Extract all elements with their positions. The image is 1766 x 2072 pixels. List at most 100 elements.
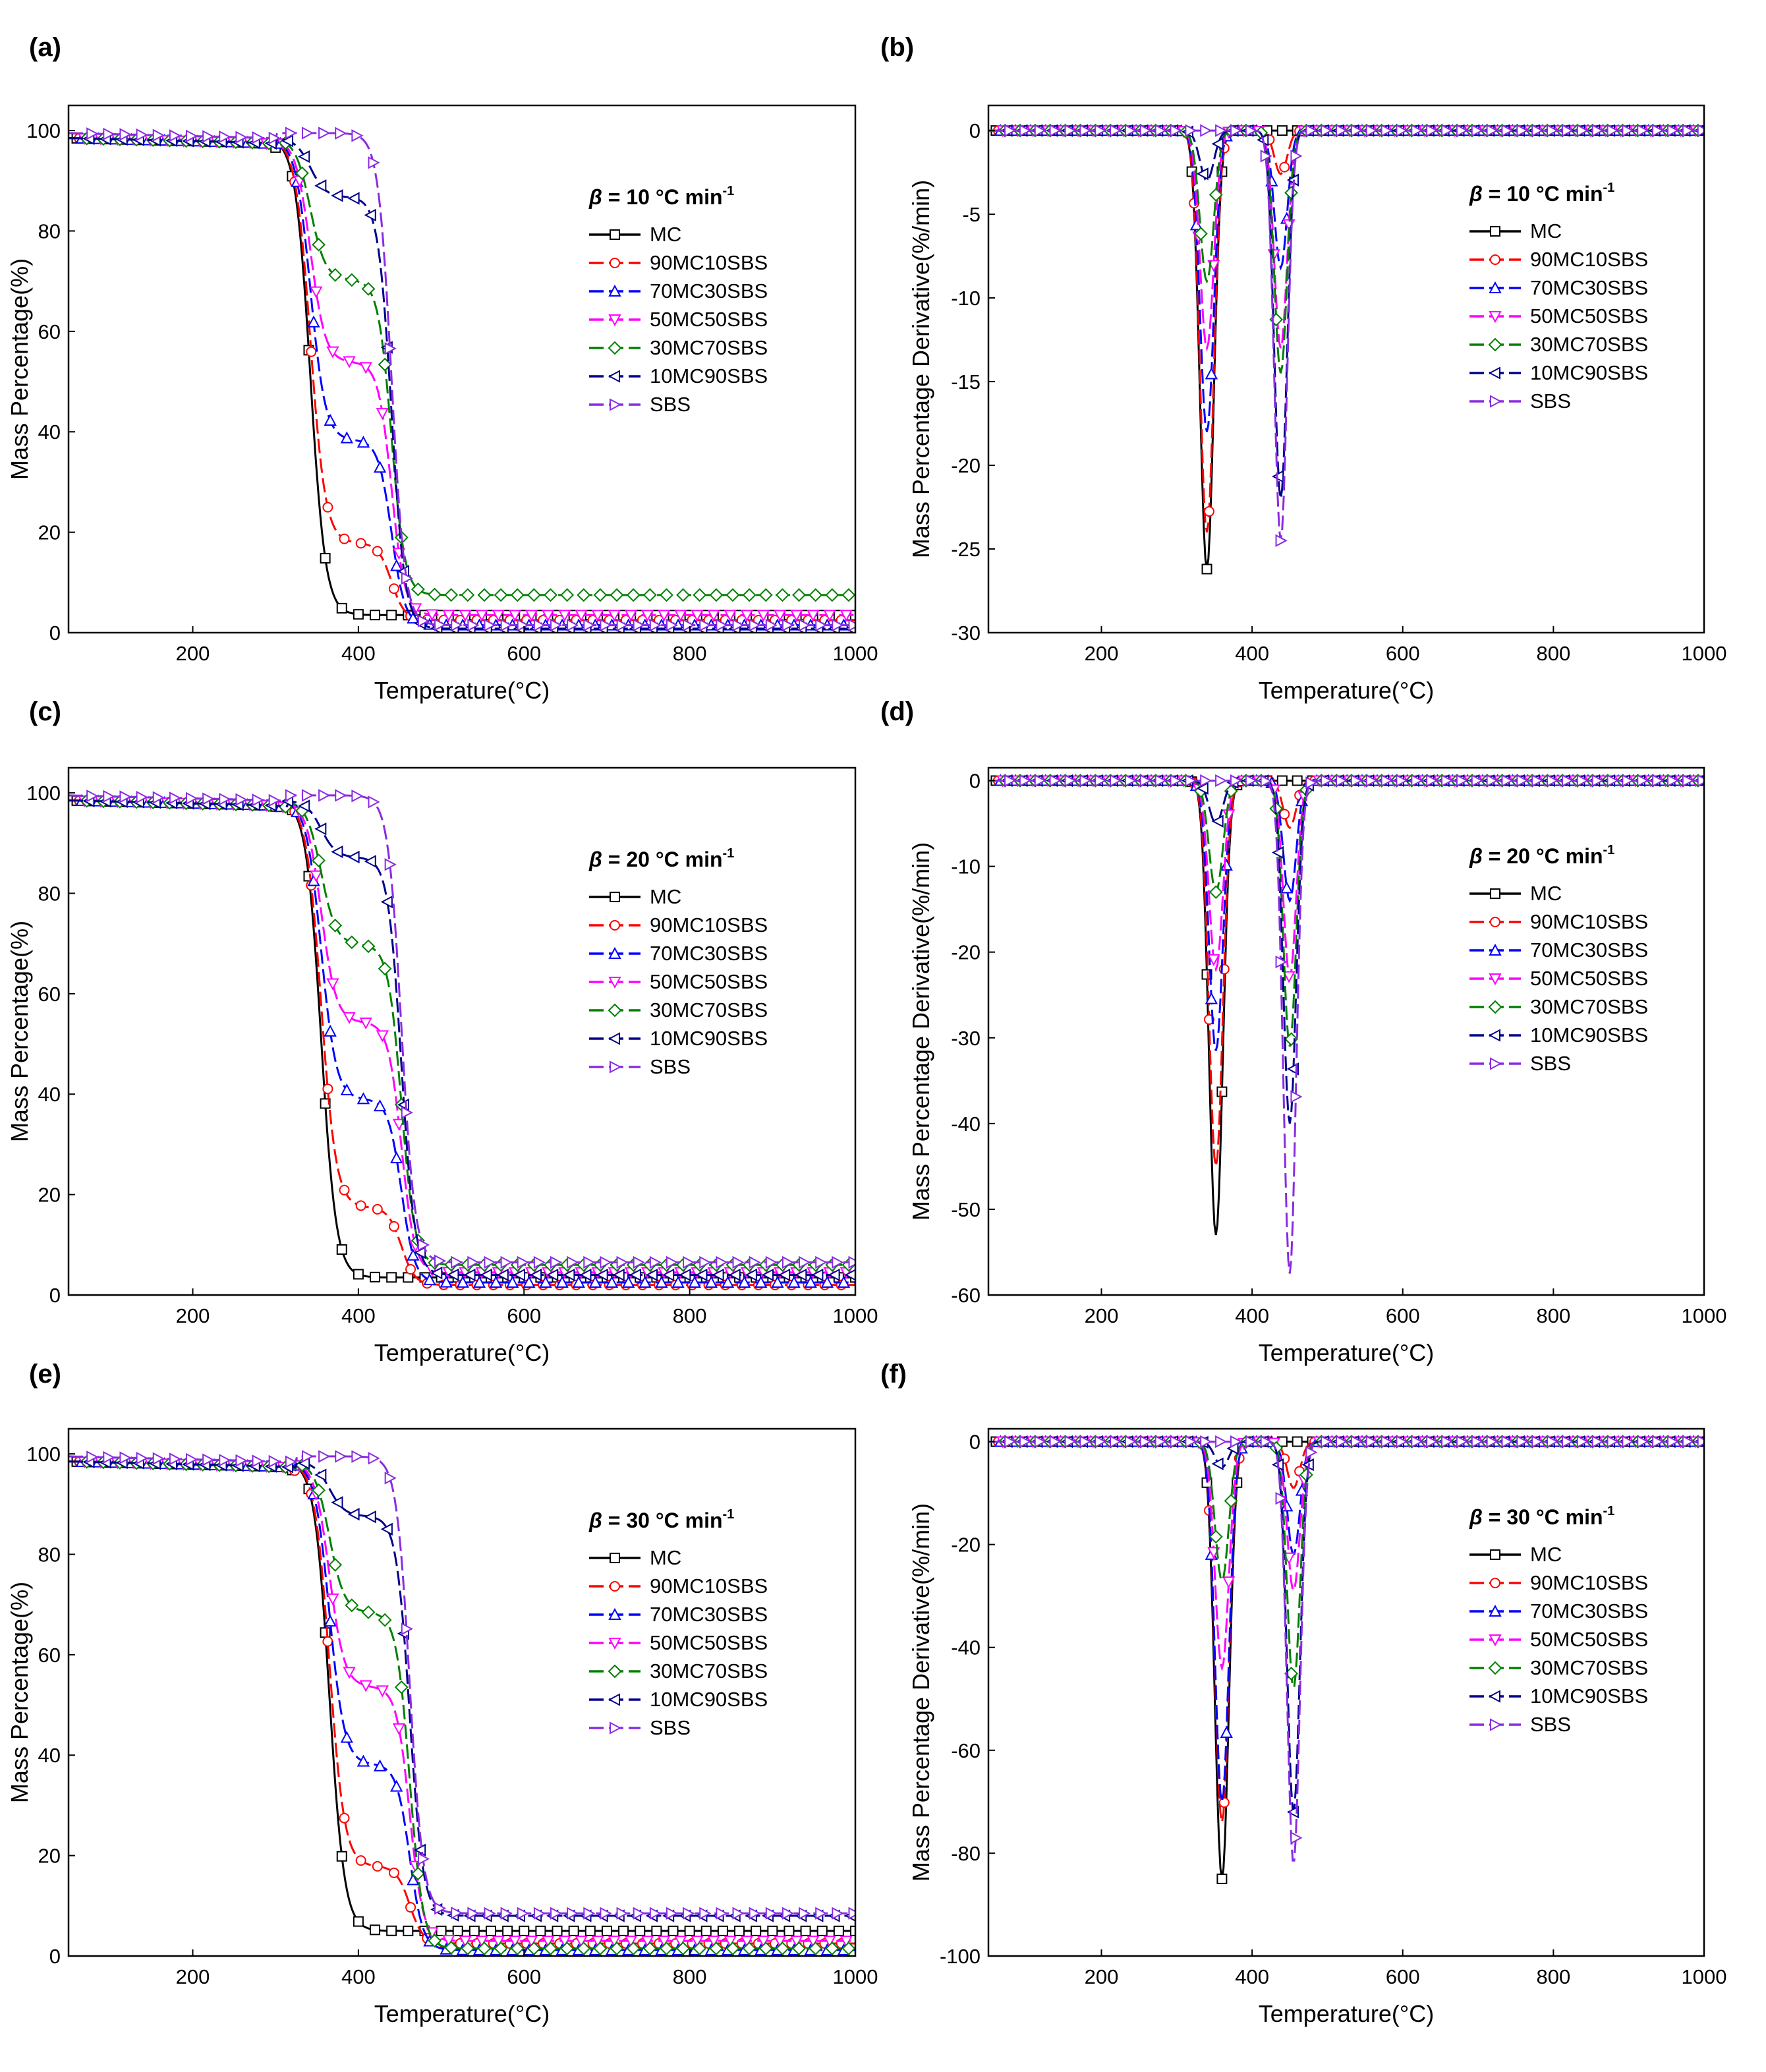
marker-MC <box>1201 563 1212 575</box>
marker-50MC50SBS <box>740 610 754 622</box>
marker-MC <box>1276 775 1288 786</box>
marker-70MC30SBS <box>506 1275 519 1288</box>
marker-SBS <box>1170 1435 1182 1449</box>
marker-30MC70SBS <box>312 853 326 868</box>
marker-SBS <box>1516 124 1529 137</box>
marker-50MC50SBS <box>591 1936 604 1948</box>
marker-SBS <box>401 1622 413 1636</box>
marker-SBS <box>1350 1435 1363 1449</box>
legend-label-90MC10SBS: 90MC10SBS <box>650 1574 768 1597</box>
legend-title: β = 20 °C min-1 <box>588 846 734 871</box>
y-tick-label: 80 <box>38 882 61 905</box>
marker-50MC50SBS <box>359 1018 372 1030</box>
marker-30MC70SBS <box>1193 227 1208 241</box>
marker-30MC70SBS <box>626 588 641 602</box>
marker-MC <box>610 229 620 240</box>
marker-SBS <box>235 793 248 806</box>
marker-SBS <box>1426 124 1438 137</box>
marker-90MC10SBS <box>355 1855 366 1866</box>
marker-90MC10SBS <box>372 1860 383 1872</box>
panel-label: (a) <box>29 33 61 62</box>
marker-SBS <box>633 1907 645 1920</box>
marker-30MC70SBS <box>758 1942 773 1955</box>
series-line-10MC90SBS <box>988 1441 1704 1811</box>
marker-50MC50SBS <box>508 610 522 622</box>
marker-50MC50SBS <box>310 286 323 299</box>
marker-SBS <box>1260 774 1272 788</box>
marker-70MC30SBS <box>1220 1725 1233 1739</box>
marker-70MC30SBS <box>373 1099 387 1112</box>
marker-SBS <box>1034 774 1046 788</box>
marker-MC <box>386 1272 397 1283</box>
legend-label-50MC50SBS: 50MC50SBS <box>1530 967 1648 990</box>
legend-title: β = 10 °C min-1 <box>1469 181 1614 206</box>
x-tick-label: 400 <box>1235 642 1269 665</box>
marker-10MC90SBS <box>314 822 327 836</box>
marker-SBS <box>1139 1435 1152 1449</box>
marker-MC <box>485 1925 496 1936</box>
marker-50MC50SBS <box>508 1936 522 1948</box>
marker-SBS <box>186 791 198 805</box>
marker-SBS <box>1215 774 1228 788</box>
marker-SBS <box>1079 124 1092 137</box>
marker-SBS <box>500 1255 513 1269</box>
marker-90MC10SBS <box>1490 1578 1500 1588</box>
marker-SBS <box>600 618 612 632</box>
marker-SBS <box>1004 774 1017 788</box>
marker-SBS <box>517 1907 529 1920</box>
marker-50MC50SBS <box>658 610 671 622</box>
x-tick-label: 1000 <box>1682 1965 1727 1988</box>
marker-SBS <box>533 618 546 632</box>
marker-50MC50SBS <box>608 610 621 622</box>
marker-SBS <box>732 618 745 632</box>
marker-SBS <box>301 1450 314 1463</box>
marker-SBS <box>1652 774 1665 788</box>
marker-30MC70SBS <box>742 588 756 602</box>
marker-10MC90SBS <box>347 192 360 205</box>
panel-e: (e) 200 400 600 800 1000 0 20 40 60 80 100 Temperatu… <box>6 1360 878 2027</box>
marker-SBS <box>765 618 778 632</box>
marker-SBS <box>451 1906 463 1920</box>
marker-70MC30SBS <box>324 413 337 426</box>
marker-10MC90SBS <box>380 1522 393 1536</box>
marker-50MC50SBS <box>641 610 654 622</box>
legend-label-SBS: SBS <box>650 1055 691 1078</box>
marker-SBS <box>1049 1435 1062 1449</box>
marker-SBS <box>1516 774 1529 788</box>
legend-label-90MC10SBS: 90MC10SBS <box>650 913 768 936</box>
marker-10MC90SBS <box>1271 846 1284 859</box>
marker-MC <box>370 1924 381 1936</box>
legend-label-90MC10SBS: 90MC10SBS <box>1530 1571 1648 1594</box>
marker-SBS <box>186 1453 198 1466</box>
marker-SBS <box>1471 124 1483 137</box>
marker-SBS <box>633 618 645 632</box>
marker-30MC70SBS <box>378 1613 392 1627</box>
legend-title: β = 10 °C min-1 <box>588 184 734 209</box>
marker-10MC90SBS <box>579 1268 592 1282</box>
marker-50MC50SBS <box>740 1936 754 1948</box>
marker-SBS <box>616 618 629 632</box>
marker-SBS <box>119 790 132 803</box>
x-tick-label: 600 <box>507 642 541 665</box>
marker-90MC10SBS <box>388 1867 399 1878</box>
marker-10MC90SBS <box>1196 782 1209 795</box>
marker-SBS <box>86 1451 99 1464</box>
marker-30MC70SBS <box>577 1942 591 1955</box>
marker-SBS <box>633 1255 645 1269</box>
marker-MC <box>584 1925 596 1936</box>
marker-30MC70SBS <box>1209 885 1223 900</box>
marker-10MC90SBS <box>712 1268 724 1282</box>
marker-90MC10SBS <box>372 546 383 557</box>
marker-SBS <box>1591 774 1604 788</box>
marker-50MC50SBS <box>1489 973 1502 986</box>
marker-SBS <box>567 1907 579 1920</box>
marker-50MC50SBS <box>608 1638 621 1650</box>
marker-10MC90SBS <box>463 1268 476 1282</box>
marker-SBS <box>1230 774 1243 788</box>
marker-30MC70SBS <box>461 1942 475 1955</box>
marker-30MC70SBS <box>361 281 376 296</box>
marker-10MC90SBS <box>629 1268 641 1282</box>
y-tick-label: -20 <box>951 941 981 964</box>
marker-MC <box>1490 1549 1500 1560</box>
marker-SBS <box>202 130 215 143</box>
